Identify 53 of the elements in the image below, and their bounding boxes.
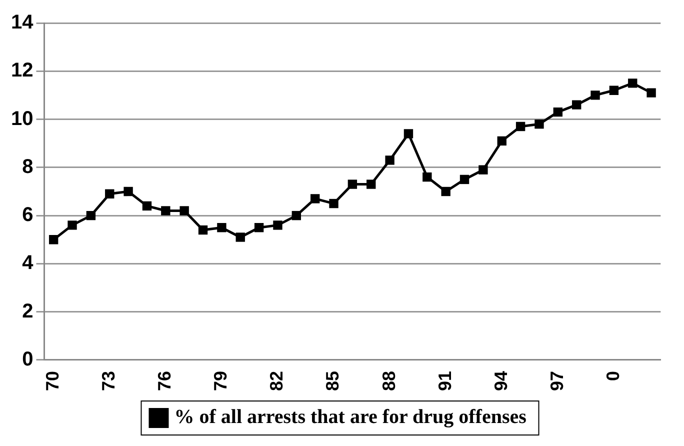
point (366, 180, 376, 189)
x-tick-label: 79 (210, 370, 231, 392)
x-tick-label: 85 (322, 370, 343, 392)
x-tick-label: 97 (546, 370, 567, 392)
y-tick-label: 12 (10, 60, 34, 82)
y-tick-label: 4 (22, 252, 34, 274)
point (198, 225, 208, 235)
y-tick-label: 8 (22, 156, 34, 178)
x-tick-label: 70 (42, 370, 63, 392)
point (385, 156, 394, 165)
point (180, 206, 189, 216)
point (628, 78, 638, 88)
point (124, 186, 133, 196)
point (86, 210, 96, 220)
point (310, 194, 320, 204)
point (534, 120, 544, 129)
point (48, 235, 58, 244)
point (422, 172, 432, 182)
point (348, 180, 358, 189)
x-tick-label: 94 (490, 370, 511, 392)
point (609, 86, 619, 95)
y-tick-label: 10 (10, 108, 34, 130)
x-tick-label: 91 (434, 370, 455, 392)
point (478, 165, 488, 174)
point (217, 223, 226, 232)
x-tick-label: 88 (378, 370, 399, 392)
x-tick-label: 76 (154, 370, 175, 392)
x-tick-label: 82 (266, 370, 287, 392)
point (516, 122, 526, 132)
point (68, 220, 77, 230)
point (590, 90, 600, 100)
point (236, 232, 245, 242)
point (553, 107, 563, 117)
point (273, 220, 282, 230)
y-tick-label: 6 (22, 204, 34, 226)
point (572, 100, 582, 110)
point (646, 88, 656, 98)
point (404, 129, 414, 138)
x-tick-label: 73 (98, 370, 119, 392)
y-tick-label: 2 (22, 300, 34, 322)
x-tick-label: 0 (602, 370, 623, 381)
point (142, 201, 152, 211)
legend-label: % of all arrests that are for drug offenses (174, 406, 527, 428)
y-tick-label: 14 (10, 12, 34, 34)
point (292, 210, 302, 220)
point (254, 223, 264, 232)
point (329, 198, 338, 208)
point (497, 136, 506, 146)
point (441, 186, 450, 196)
point (161, 206, 170, 216)
point (105, 189, 114, 198)
y-tick-label: 0 (22, 348, 34, 370)
point (460, 174, 470, 184)
